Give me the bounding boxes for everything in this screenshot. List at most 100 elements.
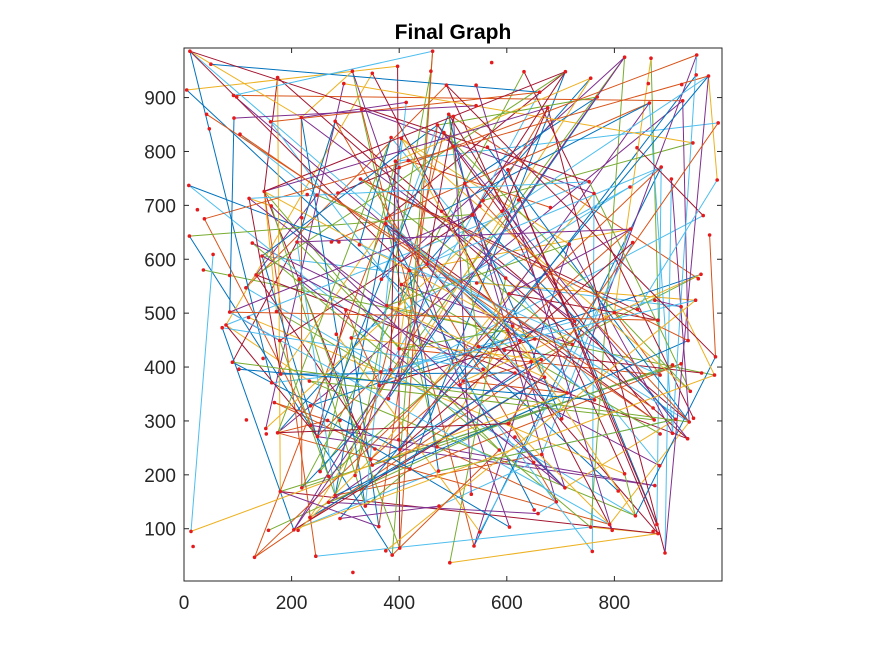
graph-edge: [360, 178, 689, 342]
graph-node: [318, 469, 322, 474]
graph-edge: [386, 305, 545, 378]
graph-edge: [265, 210, 503, 429]
graph-node: [481, 367, 485, 372]
graph-edge: [296, 241, 336, 496]
graph-node: [385, 303, 389, 308]
graph-node: [264, 432, 269, 436]
graph-node: [633, 514, 638, 518]
graph-node: [481, 198, 485, 203]
graph-node: [357, 425, 362, 430]
graph-node: [715, 178, 719, 182]
plot-frame: [183, 47, 723, 582]
graph-edge: [225, 324, 318, 437]
graph-edge: [680, 306, 715, 376]
graph-edge: [264, 107, 548, 192]
graph-edge: [334, 138, 402, 496]
graph-edge: [316, 114, 450, 437]
graph-node: [446, 112, 451, 117]
graph-node: [588, 76, 593, 80]
graph-edge: [296, 121, 336, 243]
graph-edge: [708, 75, 718, 181]
graph-node: [713, 355, 718, 359]
graph-edge: [360, 178, 659, 321]
graph-node: [244, 418, 249, 422]
graph-node: [389, 135, 393, 140]
graph-edge: [274, 402, 328, 421]
graph-node: [537, 90, 542, 94]
graph-edge: [265, 83, 345, 429]
graph-node: [563, 486, 567, 490]
graph-node: [436, 469, 441, 473]
graph-edge: [229, 311, 659, 321]
graph-node: [244, 286, 248, 290]
graph-edge: [221, 327, 295, 530]
graph-node: [227, 273, 232, 278]
graph-edge: [437, 124, 688, 440]
graph-edge: [501, 107, 549, 212]
y-tick-label: 200: [144, 466, 176, 487]
graph-node: [472, 544, 476, 548]
graph-edge: [449, 533, 659, 564]
graph-node: [686, 338, 690, 343]
graph-edge: [189, 214, 473, 237]
graph-edge: [188, 184, 340, 243]
graph-node: [458, 383, 462, 387]
graph-edge: [277, 423, 509, 434]
graph-node: [397, 546, 402, 550]
graph-node: [191, 544, 195, 549]
graph-node: [548, 205, 553, 210]
graph-node: [545, 106, 550, 110]
graph-edge: [190, 392, 568, 532]
graph-edge: [409, 228, 631, 272]
graph-node: [653, 298, 657, 303]
graph-edge: [508, 423, 610, 525]
graph-node: [279, 372, 283, 376]
x-tick-label: 800: [599, 593, 631, 614]
graph-node: [469, 492, 474, 497]
graph-node: [510, 324, 515, 328]
graph-node: [651, 529, 655, 534]
graph-node: [656, 531, 660, 536]
graph-node: [231, 93, 236, 98]
graph-node: [373, 447, 377, 451]
graph-edge: [263, 191, 400, 350]
graph-edge: [206, 113, 654, 409]
graph-edge: [654, 299, 682, 308]
graph-edge: [426, 75, 709, 265]
graph-node: [308, 404, 313, 408]
graph-node: [388, 367, 393, 372]
graph-node: [476, 344, 481, 349]
graph-node: [503, 276, 508, 280]
graph-node: [513, 371, 517, 375]
graph-edge: [438, 461, 534, 507]
graph-node: [250, 241, 255, 245]
graph-node: [227, 310, 232, 314]
graph-node: [507, 525, 512, 529]
graph-node: [680, 99, 685, 103]
graph-edge: [613, 312, 661, 376]
graph-node: [649, 56, 653, 60]
graph-edge: [523, 71, 694, 419]
graph-node: [444, 83, 449, 87]
graph-node: [379, 370, 383, 374]
graph-edge: [317, 371, 382, 437]
graph-edge: [345, 309, 380, 386]
graph-node: [224, 323, 228, 327]
graph-node: [211, 252, 215, 257]
graph-edge: [624, 473, 636, 516]
graph-edge: [475, 85, 613, 531]
graph-node: [264, 426, 268, 431]
graph-node: [314, 554, 318, 558]
graph-node: [315, 434, 320, 439]
x-tick-label: 0: [179, 593, 190, 614]
graph-edge: [364, 468, 411, 507]
graph-node: [396, 438, 401, 442]
graph-node: [201, 268, 206, 272]
graph-node: [357, 242, 362, 247]
graph-node: [679, 362, 683, 366]
chart-title: Final Graph: [395, 21, 512, 44]
graph-edge: [316, 309, 347, 437]
graph-edge: [254, 312, 615, 558]
graph-edge: [334, 427, 360, 496]
